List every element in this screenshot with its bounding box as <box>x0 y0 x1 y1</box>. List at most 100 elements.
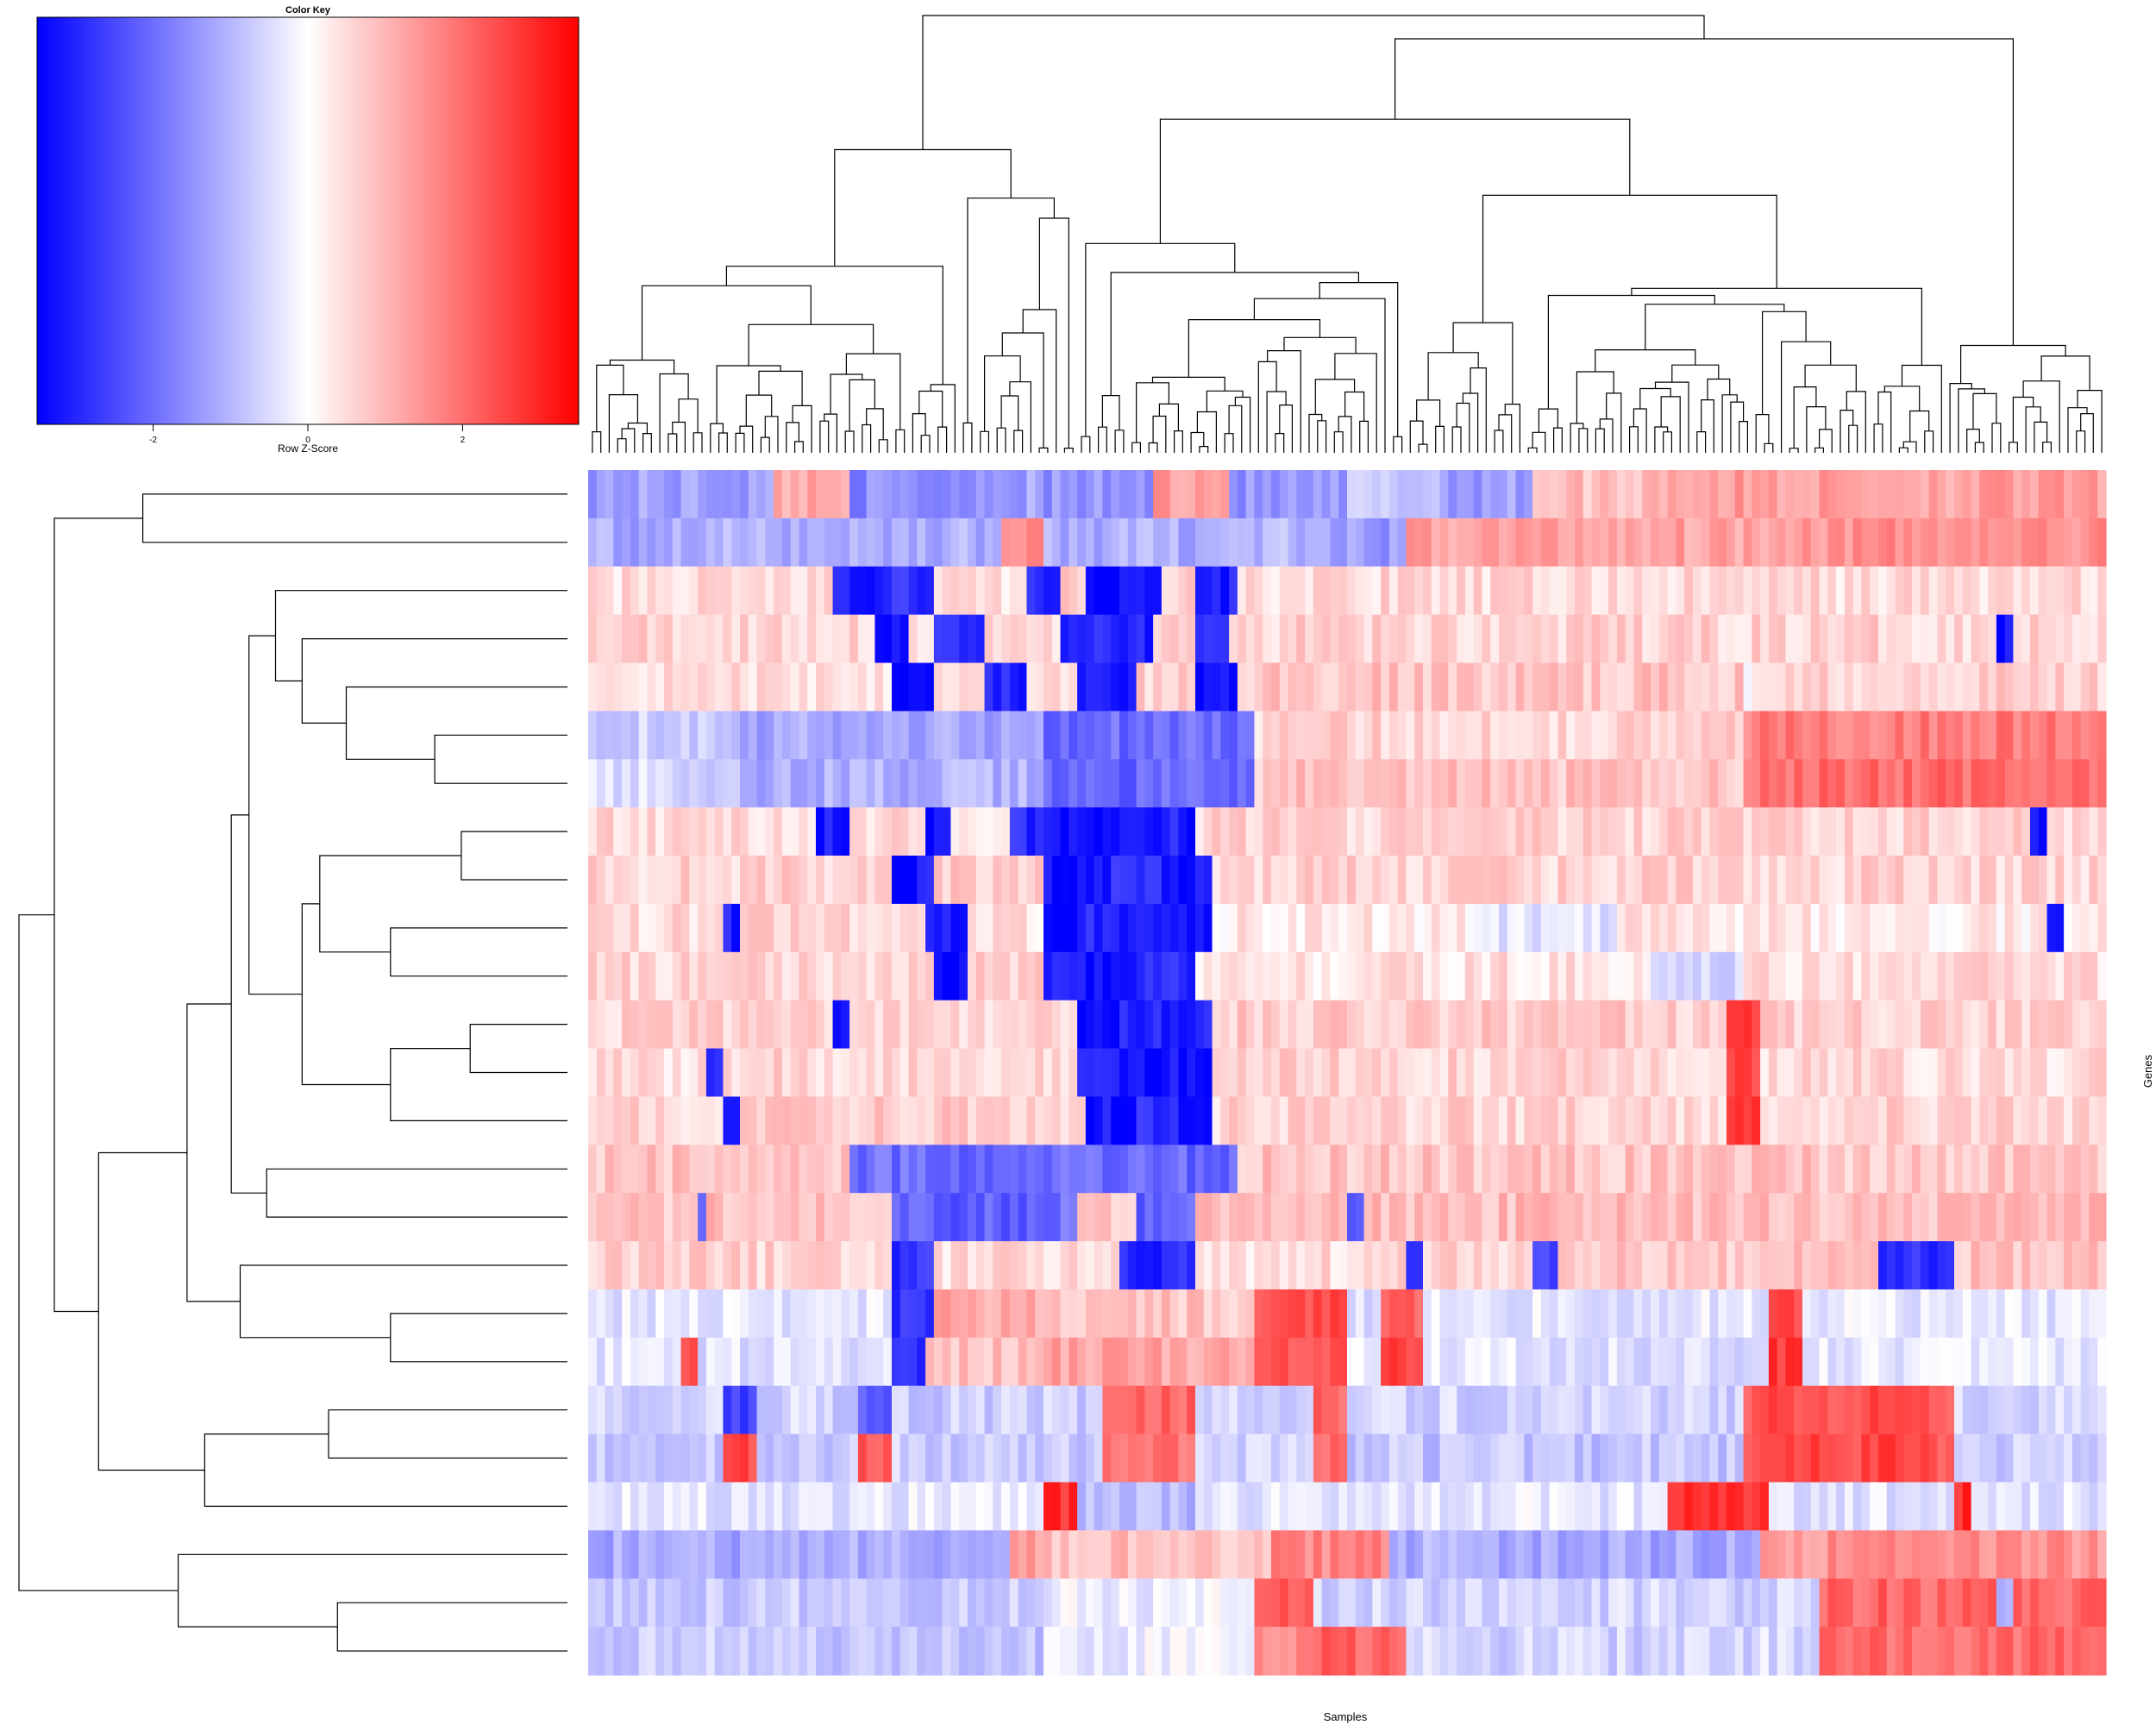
heatmap-cell <box>1136 662 1145 712</box>
heatmap-cell <box>1861 614 1871 664</box>
heatmap-cell <box>731 470 741 519</box>
heatmap-cell <box>959 856 968 905</box>
heatmap-cell <box>1651 903 1660 953</box>
column-dendrogram-branch <box>1114 430 1125 453</box>
heatmap-cell <box>866 1241 876 1290</box>
heatmap-cell <box>1245 903 1256 953</box>
heatmap-cell <box>698 807 707 856</box>
heatmap-cell <box>1616 1385 1626 1435</box>
heatmap-cell <box>899 470 910 519</box>
heatmap-cell <box>2004 470 2015 519</box>
heatmap-cell <box>1658 903 1669 953</box>
heatmap-cell <box>1381 856 1390 905</box>
heatmap-cell <box>1988 951 1997 1001</box>
heatmap-cell <box>680 807 690 856</box>
heatmap-cell <box>942 1433 952 1484</box>
heatmap-cell <box>647 1482 656 1531</box>
heatmap-cell <box>1600 1578 1609 1628</box>
heatmap-cell <box>588 1337 598 1387</box>
heatmap-cell <box>1734 711 1745 760</box>
heatmap-cell <box>892 1241 901 1290</box>
heatmap-cell <box>588 614 598 664</box>
heatmap-cell <box>849 518 859 568</box>
heatmap-cell <box>807 1289 817 1339</box>
heatmap-cell <box>1220 1433 1230 1484</box>
heatmap-cell <box>799 1048 808 1098</box>
heatmap-cell <box>984 1385 993 1435</box>
heatmap-cell <box>1296 566 1306 616</box>
column-dendrogram-branch <box>1494 430 1504 453</box>
column-dendrogram-branch <box>1152 415 1167 453</box>
heatmap-cell <box>1591 1385 1601 1435</box>
heatmap-cell <box>638 1627 649 1676</box>
heatmap-cell <box>874 1578 884 1628</box>
heatmap-cell <box>1473 470 1483 519</box>
heatmap-cell <box>2038 1193 2048 1242</box>
heatmap-cell <box>740 1482 749 1531</box>
heatmap-cell <box>1153 1193 1163 1242</box>
heatmap-cell <box>1676 711 1685 760</box>
heatmap-cell <box>1288 1096 1297 1145</box>
heatmap-cell <box>1633 614 1643 664</box>
heatmap-cell <box>1988 1145 1997 1194</box>
heatmap-cell <box>1962 470 1972 519</box>
heatmap-cell <box>1878 1193 1888 1242</box>
heatmap-cell <box>1852 662 1863 712</box>
heatmap-cell <box>917 1241 926 1290</box>
heatmap-cell <box>933 1482 943 1531</box>
heatmap-cell <box>1946 1627 1955 1676</box>
heatmap-cell <box>968 1337 977 1387</box>
heatmap-cell <box>1667 1578 1677 1628</box>
heatmap-cell <box>1085 903 1095 953</box>
heatmap-cell <box>1768 807 1778 856</box>
heatmap-cell <box>1397 1627 1407 1676</box>
heatmap-cell <box>1912 903 1921 953</box>
heatmap-cell <box>596 1096 606 1145</box>
column-dendrogram-branch <box>1873 423 1883 453</box>
heatmap-cell <box>1971 1289 1980 1339</box>
heatmap-cell <box>1288 807 1297 856</box>
heatmap-cell <box>1077 807 1087 856</box>
heatmap-cell <box>1169 566 1180 616</box>
heatmap-cell <box>942 1096 952 1145</box>
heatmap-cell <box>1296 1482 1306 1531</box>
heatmap-cell <box>1591 1578 1601 1628</box>
heatmap-cell <box>1996 1048 2006 1098</box>
heatmap-cell <box>1388 662 1399 712</box>
heatmap-cell <box>799 1096 808 1145</box>
heatmap-cell <box>1971 1433 1980 1484</box>
heatmap-cell <box>1338 1000 1348 1050</box>
heatmap-cell <box>1658 1530 1669 1579</box>
heatmap-cell <box>942 566 952 616</box>
heatmap-cell <box>1777 1048 1787 1098</box>
heatmap-cell <box>1448 1385 1457 1435</box>
heatmap-cell <box>680 1627 690 1676</box>
heatmap-cell <box>841 1145 850 1194</box>
heatmap-cell <box>1001 1433 1011 1484</box>
heatmap-cell <box>892 1193 901 1242</box>
heatmap-cell <box>968 1289 977 1339</box>
heatmap-cell <box>1709 566 1719 616</box>
heatmap-cell <box>790 1530 800 1579</box>
heatmap-cell <box>1406 1578 1415 1628</box>
heatmap-cell <box>1245 1578 1256 1628</box>
heatmap-cell <box>908 807 918 856</box>
heatmap-cell <box>1044 951 1053 1001</box>
heatmap-cell <box>1245 1385 1256 1435</box>
heatmap-cell <box>917 1482 926 1531</box>
heatmap-cell <box>613 711 623 760</box>
heatmap-cell <box>1954 518 1964 568</box>
heatmap-cell <box>1549 518 1559 568</box>
heatmap-cell <box>1928 1578 1939 1628</box>
heatmap-cell <box>1203 566 1213 616</box>
heatmap-cell <box>1499 856 1508 905</box>
heatmap-cell <box>714 1145 724 1194</box>
heatmap-cell <box>731 856 741 905</box>
heatmap-cell <box>1988 711 1997 760</box>
heatmap-cell <box>1094 711 1104 760</box>
heatmap-cell <box>1321 662 1332 712</box>
heatmap-cell <box>1161 951 1171 1001</box>
heatmap-cell <box>765 470 774 519</box>
heatmap-cell <box>1625 1000 1635 1050</box>
row-dendrogram-branch <box>97 1151 205 1471</box>
